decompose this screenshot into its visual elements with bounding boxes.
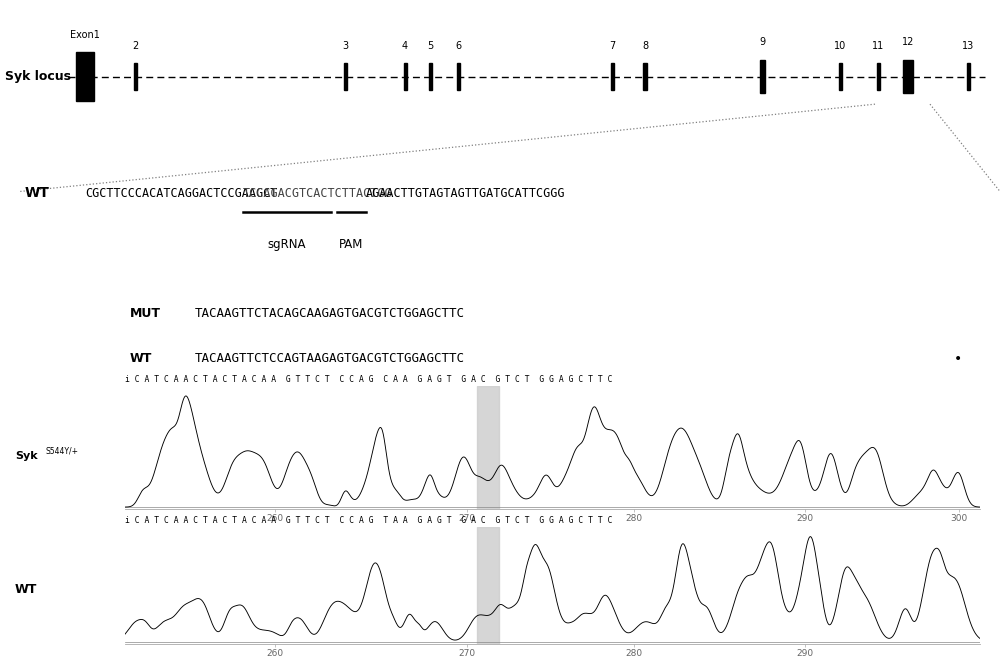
Bar xyxy=(76,52,94,101)
Text: 8: 8 xyxy=(642,41,648,51)
Bar xyxy=(838,63,842,91)
Bar xyxy=(477,386,499,509)
Bar xyxy=(477,527,499,644)
Bar xyxy=(456,63,460,91)
Bar xyxy=(966,63,970,91)
Text: TCCAGACGTCACTCTTACTGG: TCCAGACGTCACTCTTACTGG xyxy=(243,186,393,200)
Text: i C A T C A A C T A C T A C A A  G T T C T  C C A G  C A A  G A G T  G A C  G T : i C A T C A A C T A C T A C A A G T T C … xyxy=(125,375,612,384)
Text: 13: 13 xyxy=(962,41,974,51)
Text: 10: 10 xyxy=(834,41,846,51)
Text: 12: 12 xyxy=(902,37,914,47)
Text: 5: 5 xyxy=(427,41,433,51)
Text: WT: WT xyxy=(130,352,152,365)
Text: Exon1: Exon1 xyxy=(70,30,100,40)
Bar xyxy=(610,63,614,91)
Text: 7: 7 xyxy=(609,41,615,51)
Bar xyxy=(428,63,432,91)
Text: 3: 3 xyxy=(342,41,348,51)
Text: PAM: PAM xyxy=(339,238,363,250)
Text: 9: 9 xyxy=(759,37,765,47)
Text: CGCTTCCCACATCAGGACTCCGAAGCT: CGCTTCCCACATCAGGACTCCGAAGCT xyxy=(85,186,277,200)
Text: WT: WT xyxy=(25,186,50,200)
Text: Syk: Syk xyxy=(15,451,38,462)
Text: 6: 6 xyxy=(455,41,461,51)
Text: i C A T C A A C T A C T A C A A  G T T C T  C C A G  T A A  G A G T  G A C  G T : i C A T C A A C T A C T A C A A G T T C … xyxy=(125,516,612,525)
Bar xyxy=(903,60,913,93)
Text: 11: 11 xyxy=(872,41,884,51)
Bar xyxy=(876,63,880,91)
Text: TACAAGTTCTCCAGTAAGAGTGACGTCTGGAGCTTC: TACAAGTTCTCCAGTAAGAGTGACGTCTGGAGCTTC xyxy=(195,352,465,365)
Text: MUT: MUT xyxy=(130,308,161,320)
Text: •: • xyxy=(954,352,962,366)
Text: Syk locus: Syk locus xyxy=(5,70,71,83)
Bar xyxy=(760,60,765,93)
Text: 4: 4 xyxy=(402,41,408,51)
Text: TACAAGTTCTACAGCAAGAGTGACGTCTGGAGCTTC: TACAAGTTCTACAGCAAGAGTGACGTCTGGAGCTTC xyxy=(195,308,465,320)
Text: 2: 2 xyxy=(132,41,138,51)
Bar xyxy=(344,63,347,91)
Bar xyxy=(404,63,406,91)
Text: S544Y/+: S544Y/+ xyxy=(46,446,79,456)
Bar xyxy=(643,63,647,91)
Bar xyxy=(134,63,136,91)
Text: WT: WT xyxy=(15,583,37,596)
Text: AGAACTTGTAGTAGTTGATGCATTCGGG: AGAACTTGTAGTAGTTGATGCATTCGGG xyxy=(366,186,565,200)
Text: sgRNA: sgRNA xyxy=(268,238,306,250)
